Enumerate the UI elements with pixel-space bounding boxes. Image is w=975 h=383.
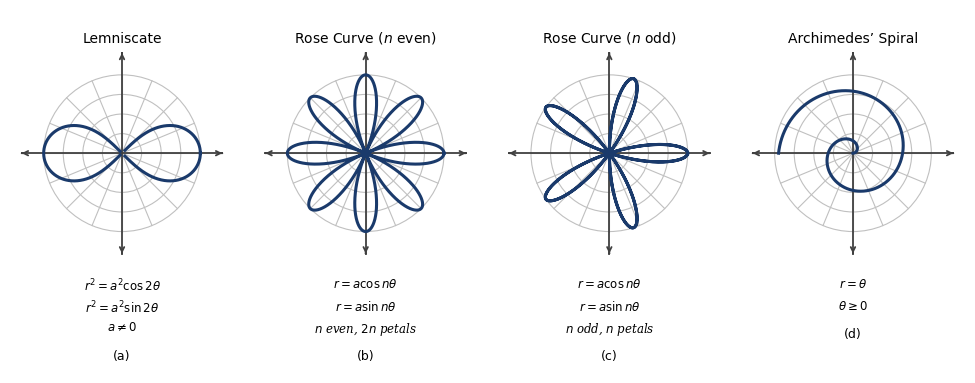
Title: Rose Curve ($n$ even): Rose Curve ($n$ even) [294, 30, 437, 46]
Text: $r = a\sin n\theta$: $r = a\sin n\theta$ [334, 300, 397, 314]
Text: $a \neq 0$: $a \neq 0$ [107, 321, 137, 334]
Title: Rose Curve ($n$ odd): Rose Curve ($n$ odd) [542, 30, 677, 46]
Text: $r = a\sin n\theta$: $r = a\sin n\theta$ [578, 300, 641, 314]
Text: $r = a\cos n\theta$: $r = a\cos n\theta$ [333, 278, 398, 291]
Text: $n$ even, $2n$ petals: $n$ even, $2n$ petals [314, 321, 417, 338]
Text: (b): (b) [357, 350, 374, 363]
Text: (a): (a) [113, 350, 131, 363]
Title: Archimedes’ Spiral: Archimedes’ Spiral [788, 32, 918, 46]
Text: (c): (c) [601, 350, 618, 363]
Text: $r^2 = a^2\cos2\theta$: $r^2 = a^2\cos2\theta$ [84, 278, 161, 294]
Text: $r^2 = a^2\sin2\theta$: $r^2 = a^2\sin2\theta$ [85, 300, 159, 316]
Title: Lemniscate: Lemniscate [82, 32, 162, 46]
Text: $r = \theta$: $r = \theta$ [838, 278, 867, 291]
Text: $r = a\cos n\theta$: $r = a\cos n\theta$ [577, 278, 642, 291]
Text: $\theta \geq 0$: $\theta \geq 0$ [838, 300, 868, 313]
Text: (d): (d) [844, 328, 862, 341]
Text: $n$ odd, $n$ petals: $n$ odd, $n$ petals [565, 321, 654, 338]
